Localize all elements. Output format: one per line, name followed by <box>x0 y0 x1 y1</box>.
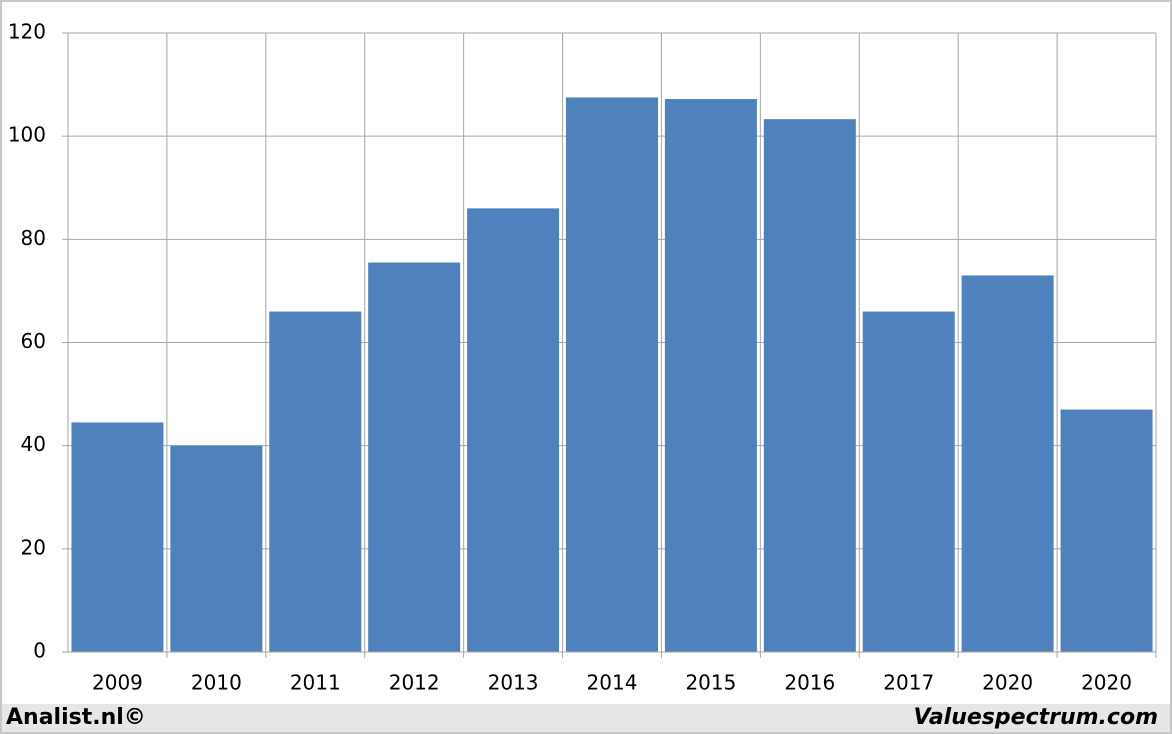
x-tick-label: 2015 <box>685 671 736 695</box>
footer-right: Valuespectrum.com <box>914 705 1158 730</box>
x-tick-label: 2020 <box>1081 671 1132 695</box>
bar <box>71 422 164 652</box>
bar <box>862 311 955 652</box>
y-tick-label: 100 <box>8 123 46 147</box>
bar <box>1060 409 1153 652</box>
x-tick-label: 2017 <box>883 671 934 695</box>
footer-left: Analist.nl© <box>6 705 146 730</box>
bar <box>566 97 658 652</box>
x-tick-label: 2013 <box>488 671 539 695</box>
bar <box>763 119 856 652</box>
x-tick-label: 2011 <box>290 671 341 695</box>
bar <box>368 262 461 652</box>
bar <box>170 445 263 652</box>
x-tick-label: 2016 <box>784 671 835 695</box>
y-tick-label: 40 <box>21 432 46 456</box>
y-tick-label: 60 <box>21 329 46 353</box>
footer-band <box>2 704 1170 732</box>
y-tick-label: 0 <box>33 639 46 663</box>
x-tick-label: 2009 <box>92 671 143 695</box>
bar <box>664 99 757 652</box>
y-tick-label: 120 <box>8 20 46 44</box>
y-tick-label: 80 <box>21 226 46 250</box>
x-tick-label: 2020 <box>982 671 1033 695</box>
bar <box>961 275 1054 652</box>
x-tick-label: 2014 <box>587 671 638 695</box>
x-tick-label: 2012 <box>389 671 440 695</box>
bar <box>269 311 362 652</box>
bar <box>467 208 560 652</box>
x-tick-label: 2010 <box>191 671 242 695</box>
y-tick-label: 20 <box>21 535 46 559</box>
